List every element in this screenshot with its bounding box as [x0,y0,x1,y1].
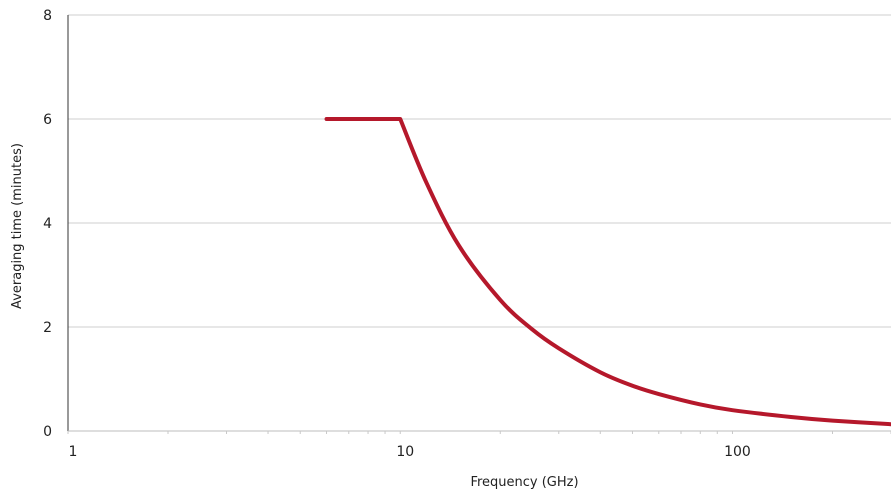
y-tick-labels: 0 2 4 6 8 [43,8,52,440]
y-tick-label: 8 [43,8,52,24]
y-axis-title: Averaging time (minutes) [10,143,25,309]
grid-lines [68,14,891,328]
x-minor-ticks [67,431,891,434]
series-layer [324,117,891,427]
axes [67,15,891,432]
y-tick-label: 4 [43,216,52,232]
y-tick-label: 6 [43,112,52,128]
x-tick-label: 10 [396,444,414,460]
y-tick-label: 2 [43,320,52,336]
x-axis-title: Frequency (GHz) [470,475,578,490]
series-line [324,117,891,427]
x-tick-label: 1 [69,444,78,460]
x-tick-label: 100 [724,444,751,460]
x-tick-labels: 1 10 100 [69,444,751,460]
y-tick-label: 0 [43,424,52,440]
